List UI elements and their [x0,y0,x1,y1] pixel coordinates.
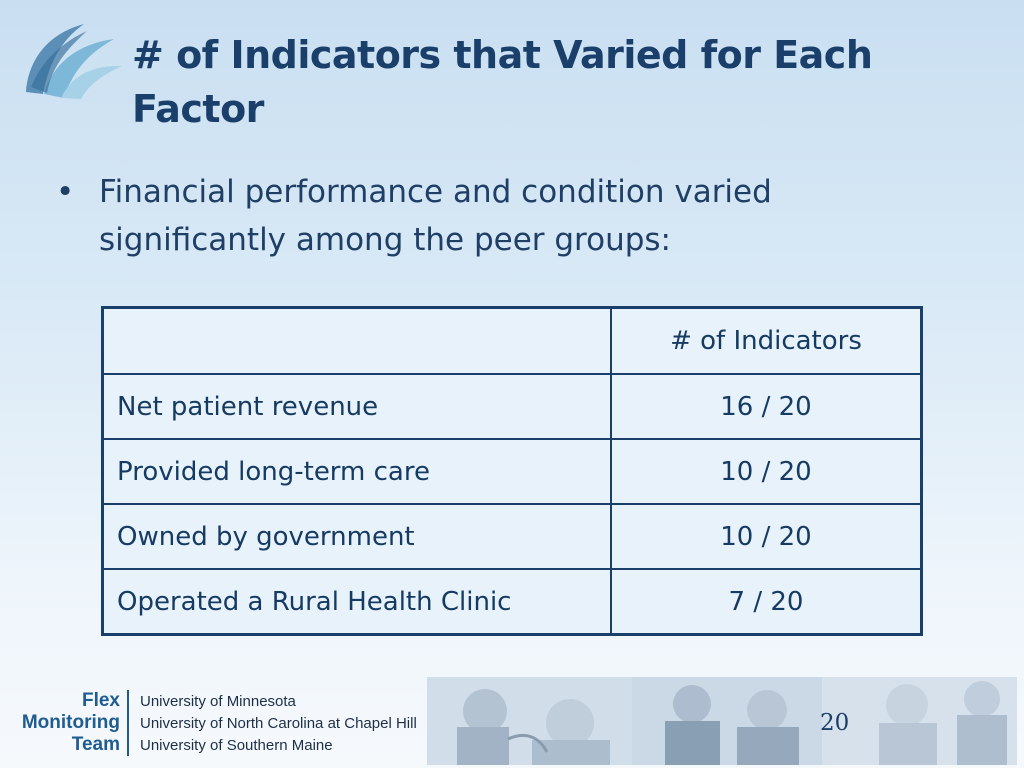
table-row-label: Provided long-term care [101,438,612,505]
table-row-value: 7 / 20 [610,568,923,636]
bullet-icon: • [56,174,75,210]
slide-footer: Flex Monitoring Team University of Minne… [0,672,1024,768]
table-row: Provided long-term care 10 / 20 [101,438,923,505]
table-row: Owned by government 10 / 20 [101,503,923,570]
page-number: 20 [820,710,850,736]
university-north-carolina: University of North Carolina at Chapel H… [140,715,417,732]
logo-line-flex: Flex [81,690,120,711]
table-row-value: 10 / 20 [610,438,923,505]
bullet-text: Financial performance and condition vari… [99,174,772,258]
table-row-value: 16 / 20 [610,373,923,440]
flex-monitoring-team-logo: Flex Monitoring Team [14,690,120,756]
sail-logo-icon [26,24,122,99]
logo-line-team: Team [71,734,120,755]
table-row-label: Operated a Rural Health Clinic [101,568,612,636]
page-title: # of Indicators that Varied for Each Fac… [132,33,873,131]
footer-divider [127,690,129,756]
logo-line-monitoring: Monitoring [21,712,120,733]
indicator-table: # of Indicators Net patient revenue 16 /… [101,306,923,636]
university-minnesota: University of Minnesota [140,693,296,710]
table-header-indicators: # of Indicators [610,306,923,375]
table-row: Operated a Rural Health Clinic 7 / 20 [101,568,923,636]
table-row-value: 10 / 20 [610,503,923,570]
table-row: Net patient revenue 16 / 20 [101,373,923,440]
table-row-label: Net patient revenue [101,373,612,440]
table-header-row: # of Indicators [101,306,923,375]
table-row-label: Owned by government [101,503,612,570]
table-header-label [101,306,612,375]
photo-strip-icon [427,677,1017,765]
bullet-point: • Financial performance and condition va… [56,168,896,264]
university-southern-maine: University of Southern Maine [140,737,333,754]
university-list: University of Minnesota University of No… [140,691,417,757]
